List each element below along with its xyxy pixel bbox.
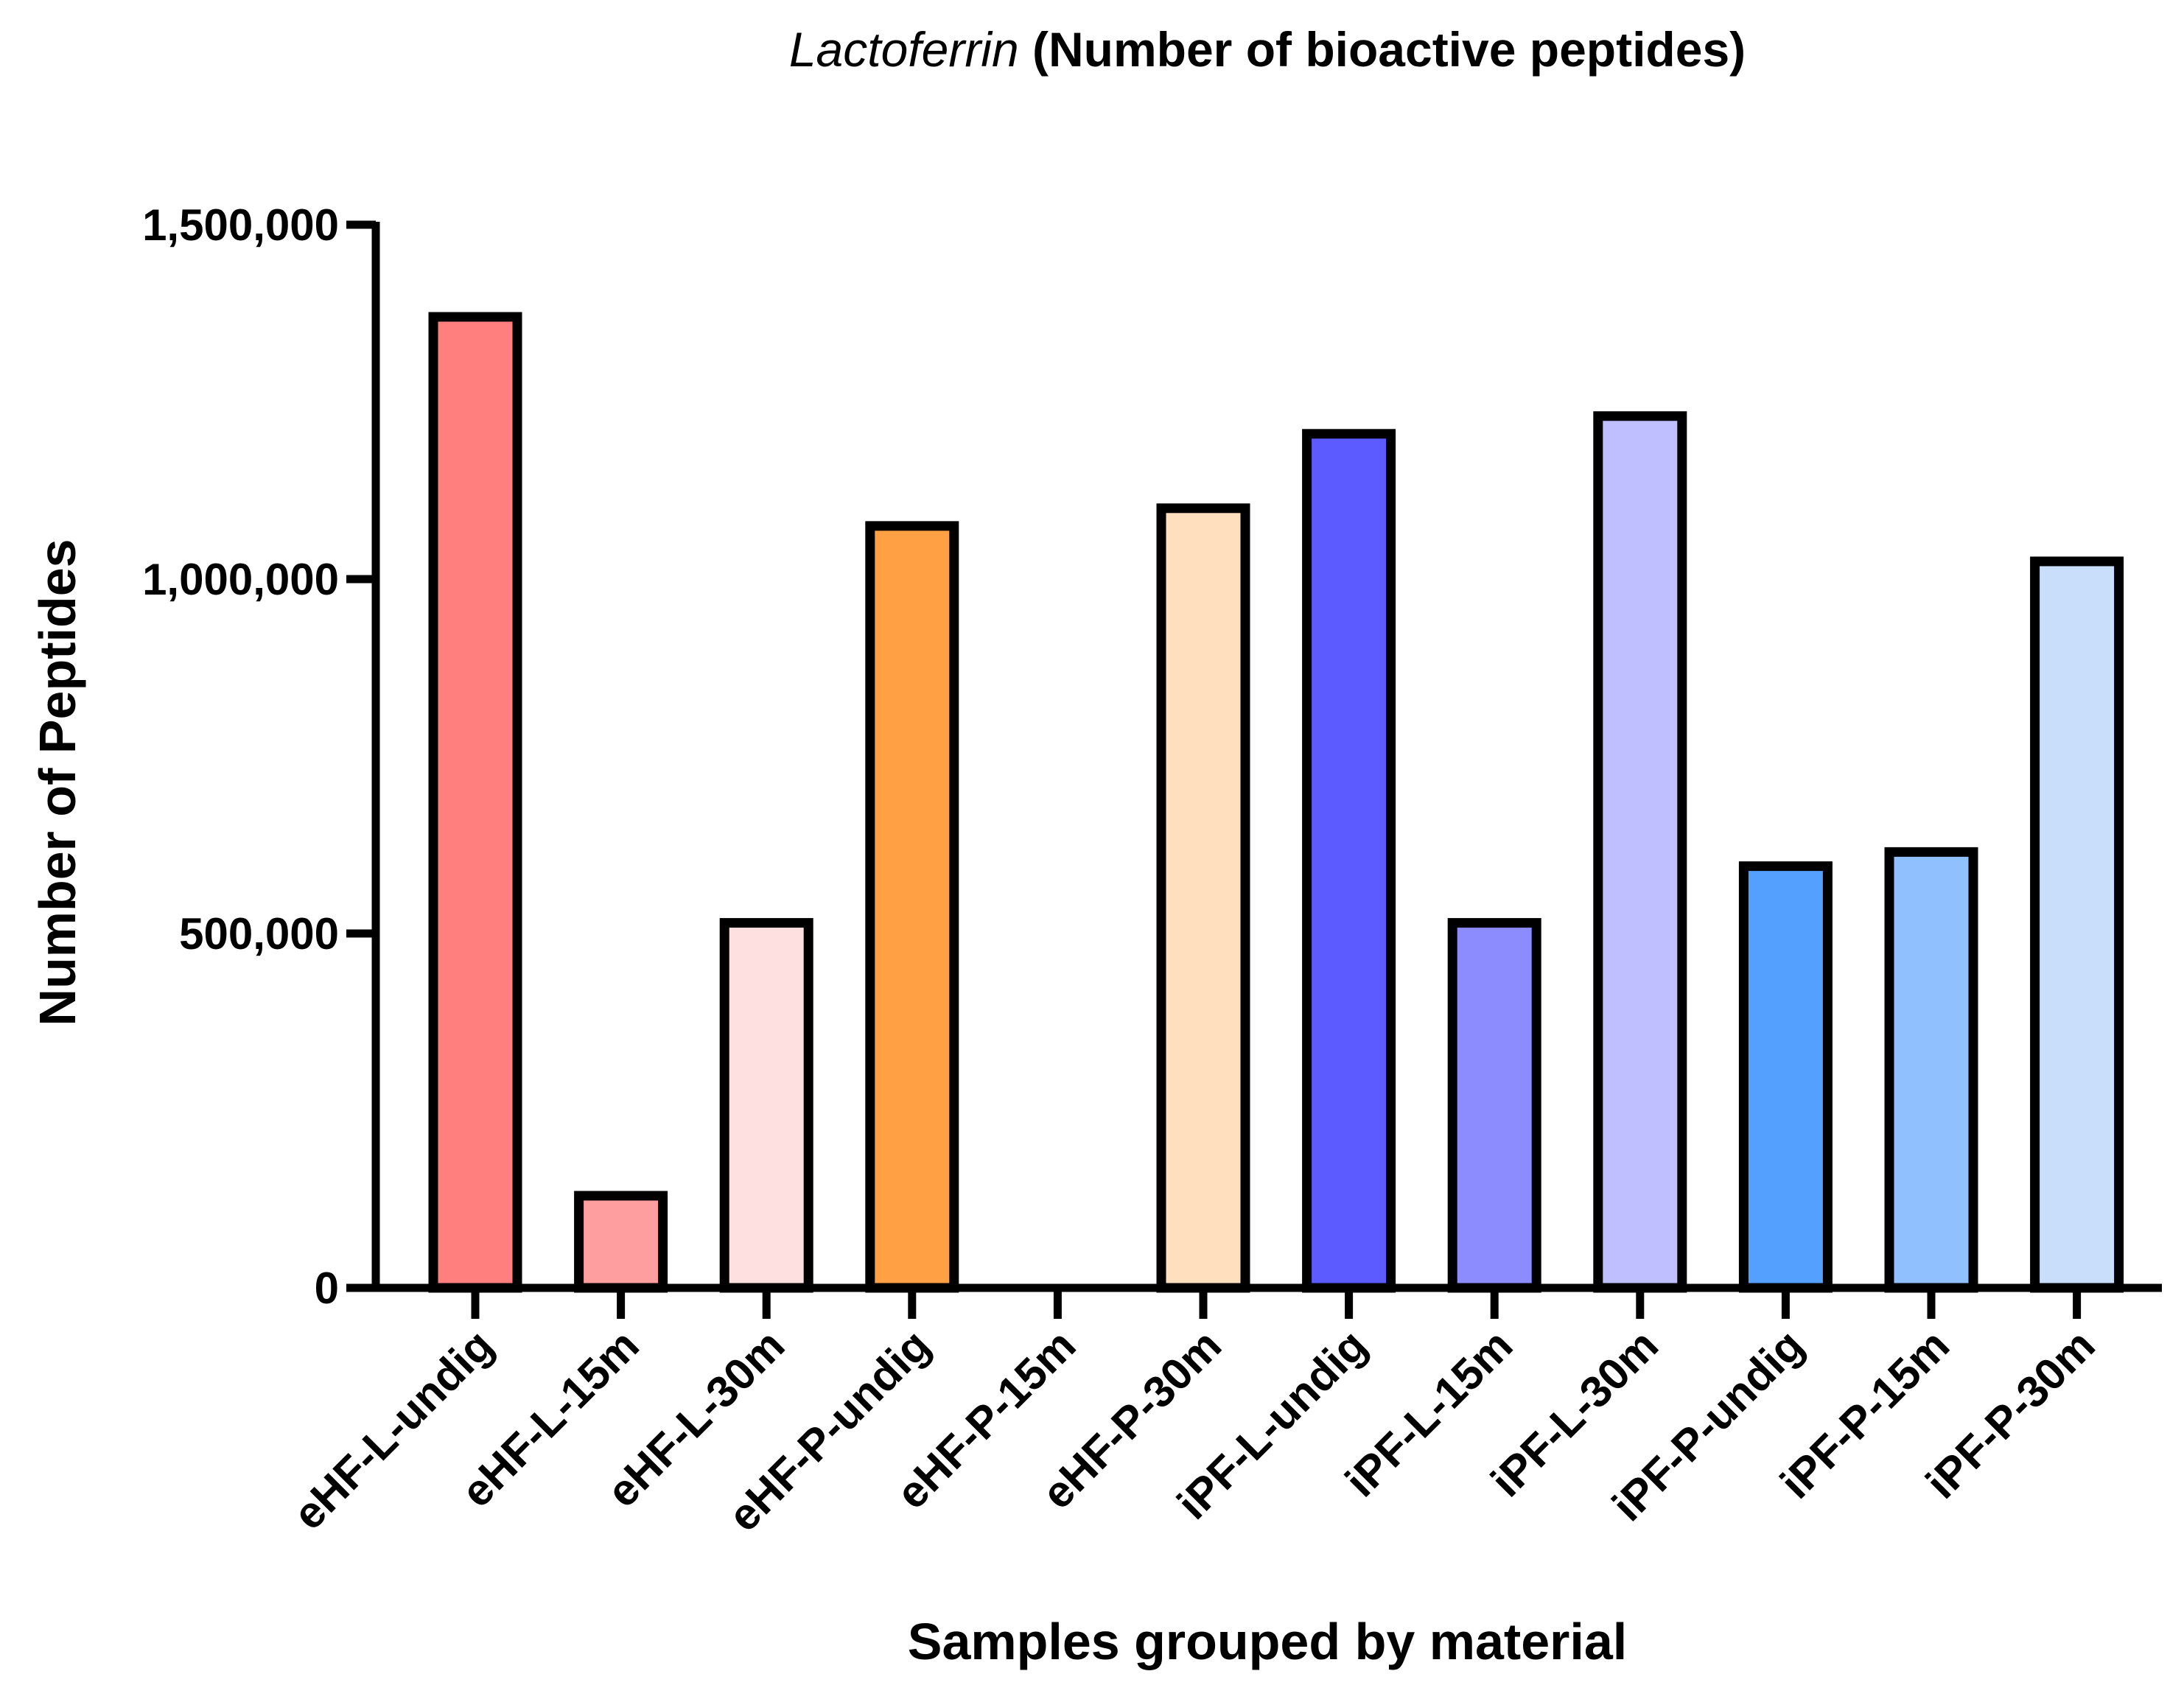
bar-iPF-L-30m: [1593, 411, 1687, 1293]
x-axis-title: Samples grouped by material: [908, 1613, 1627, 1670]
chart-title: Lactoferrin (Number of bioactive peptide…: [789, 22, 1746, 77]
y-axis-title: Number of Peptides: [29, 539, 86, 1026]
bar-eHF-L-15m: [574, 1191, 668, 1293]
y-tick-label: 500,000: [179, 909, 339, 959]
chart-title-bold: (Number of bioactive peptides): [1019, 22, 1746, 77]
bar-eHF-P-undig: [865, 521, 959, 1293]
bar-iPF-P-undig: [1738, 861, 1833, 1293]
y-ticks-group: 0 500,000 1,000,000 1,500,000: [142, 200, 376, 1313]
axes-group: [371, 222, 2162, 1292]
y-tick-label: 0: [315, 1264, 339, 1313]
bar-eHF-P-30m: [1156, 503, 1250, 1293]
x-tick-label: eHF-L-undig: [284, 1320, 503, 1539]
x-ticks-group: eHF-L-undigeHF-L-15meHF-L-30meHF-P-undig…: [284, 1288, 2104, 1541]
bar-iPF-P-15m: [1884, 847, 1978, 1293]
bar-iPF-P-30m: [2030, 556, 2124, 1293]
bar-eHF-L-undig: [428, 312, 522, 1293]
bar-iPF-L-undig: [1302, 429, 1396, 1293]
y-tick-label: 1,500,000: [142, 200, 339, 250]
bars-group: [428, 312, 2124, 1293]
y-tick-label: 1,000,000: [142, 555, 339, 604]
chart-title-italic: Lactoferrin: [789, 22, 1019, 77]
bar-iPF-L-15m: [1447, 918, 1541, 1293]
bar-eHF-L-30m: [719, 918, 813, 1293]
